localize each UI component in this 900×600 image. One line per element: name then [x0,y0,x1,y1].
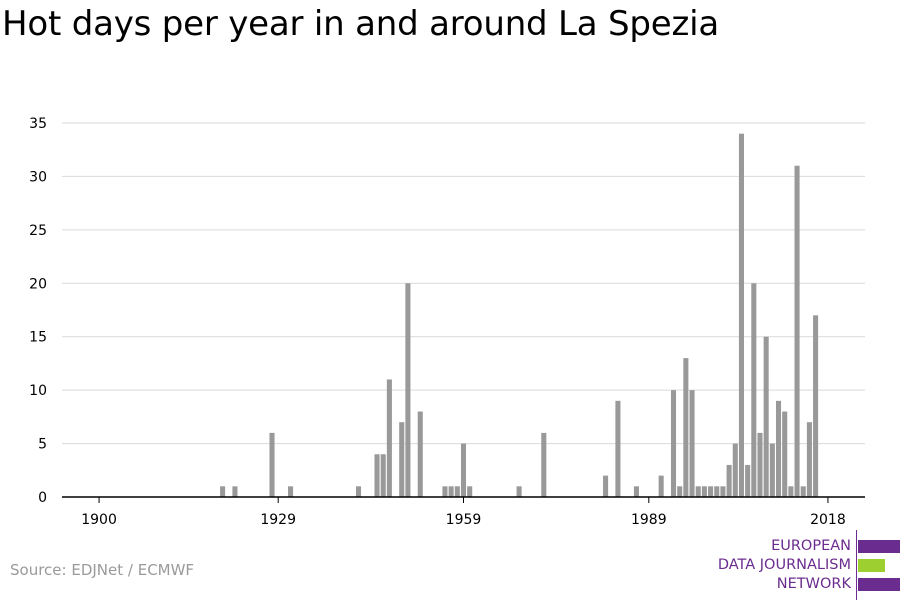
bar [399,422,405,497]
bar [775,400,782,497]
bar [757,432,763,497]
bar [460,443,467,497]
logo-bar-purple-top [858,540,900,553]
bar [732,443,738,497]
bar [782,411,788,497]
bar [417,411,423,497]
x-tick-label: 1959 [446,512,482,528]
bar [516,486,522,497]
bar [232,486,238,497]
bar [726,464,732,497]
bar [708,486,714,497]
bar [695,486,701,497]
bar [670,390,677,497]
y-tick-label: 25 [29,223,47,239]
bar [386,379,392,497]
y-tick-label: 0 [38,490,47,506]
axes: 0 5 10 15 20 25 30 35 1900 1929 1959 1989 2018 [29,116,865,528]
bar [806,422,812,497]
bar [380,454,386,497]
bar [714,486,720,497]
y-tick-label: 20 [29,276,47,292]
y-tick-label: 5 [38,437,47,453]
bar [448,486,454,497]
bar [800,486,806,497]
bar [720,486,726,497]
x-tick-label: 1900 [81,512,117,528]
bar [633,486,639,497]
x-tick-label: 2018 [810,512,846,528]
bar [541,432,547,497]
bar [374,454,380,497]
logo-line-european: EUROPEAN [771,538,851,554]
source-note: Source: EDJNet / ECMWF [10,561,195,579]
logo-bar-green [858,559,885,572]
bar [769,443,775,497]
bar [288,486,294,497]
logo-line-data-journalism: DATA JOURNALISM [717,557,851,573]
bar [677,486,683,497]
y-tick-label: 30 [29,169,47,185]
bar [454,486,460,497]
bar [751,283,757,497]
bars [220,133,819,497]
bar [658,475,664,497]
bar [738,133,744,497]
chart-title: Hot days per year in and around La Spezi… [2,4,720,44]
y-tick-label: 10 [29,383,47,399]
logo-line-network: NETWORK [776,576,851,592]
bar [442,486,448,497]
x-tick-label: 1929 [260,512,296,528]
edjnet-logo: EUROPEAN DATA JOURNALISM NETWORK [680,528,900,600]
bar-chart: 0 5 10 15 20 25 30 35 1900 1929 1959 1989 2018 [29,116,865,528]
bar [683,358,689,497]
y-tick-label: 35 [29,116,47,132]
logo-bar-purple-bottom [858,578,900,591]
bar [220,486,226,497]
bar [269,432,275,497]
bar [745,464,751,497]
x-tick-label: 1989 [631,512,667,528]
bar [603,475,609,497]
y-tick-label: 15 [29,330,47,346]
bar [701,486,707,497]
logo-divider [856,530,857,600]
bar [788,486,794,497]
bar [467,486,473,497]
gridlines [62,122,865,445]
bar [813,315,819,497]
bar [615,400,621,497]
bar [763,336,769,497]
bar [405,283,411,497]
bar [794,165,800,497]
bar [689,390,695,497]
bar [355,486,362,497]
